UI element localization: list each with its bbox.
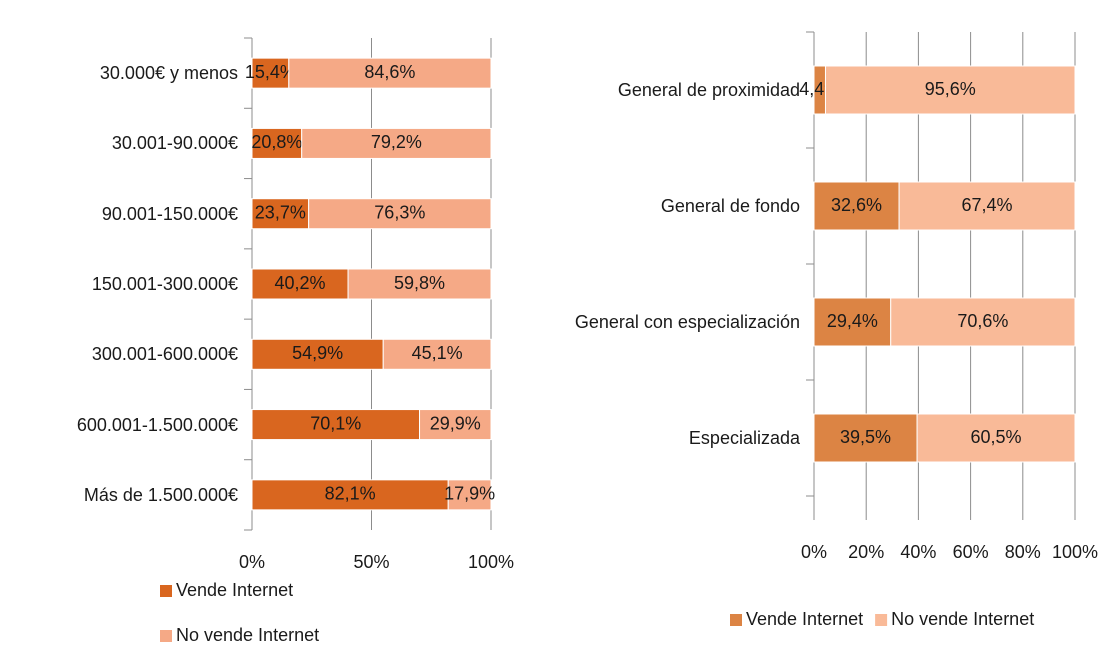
y-tick-label-box: General de proximidad (617, 80, 800, 100)
data-label: 45,1% (412, 343, 463, 363)
x-tick-label: 100% (468, 552, 514, 572)
x-tick-label: 40% (900, 542, 936, 562)
data-label: 39,5% (840, 427, 891, 447)
x-tick-label: 20% (848, 542, 884, 562)
bar-segment (251, 409, 421, 441)
data-label: 95,6% (925, 79, 976, 99)
data-label: 54,9% (292, 343, 343, 363)
y-tick-label: General con especialización (574, 312, 800, 332)
bar-segment (813, 181, 900, 231)
y-tick-label: 300.001-600.000€ (91, 344, 238, 365)
y-tick-label-box: Más de 1.500.000€ (83, 484, 238, 505)
y-tick-label-box: 90.001-150.000€ (101, 203, 238, 224)
y-tick-label-box: 30.000€ y menos (99, 63, 238, 84)
y-tick-label: 30.000€ y menos (99, 63, 238, 84)
data-label: 84,6% (364, 62, 415, 82)
data-label: 67,4% (962, 195, 1013, 215)
bar-segment (251, 479, 449, 511)
y-tick-label: Más de 1.500.000€ (83, 484, 238, 505)
y-tick-label: Especializada (688, 428, 800, 448)
x-tick-label: 0% (239, 552, 265, 572)
y-tick-label: 150.001-300.000€ (91, 274, 238, 294)
data-label: 60,5% (971, 427, 1022, 447)
y-tick-label: General de proximidad (617, 80, 800, 100)
bar-segment (824, 65, 1076, 115)
y-tick-label-box: General con especialización (574, 312, 800, 332)
bar-segment (382, 338, 492, 370)
x-tick-label: 50% (353, 552, 389, 572)
bar-segment (301, 127, 492, 159)
data-label: 20,8% (251, 132, 302, 152)
data-label: 76,3% (374, 202, 425, 222)
bar-segment (347, 268, 492, 300)
bar-segment (813, 413, 918, 463)
bar-segment (251, 338, 384, 370)
x-tick-label: 100% (1052, 542, 1098, 562)
data-label: 17,9% (444, 484, 495, 504)
bar-segment (447, 479, 492, 511)
y-tick-label-box: Especializada (688, 428, 800, 448)
data-label: 70,6% (957, 311, 1008, 331)
y-tick-label: 30.001-90.000€ (111, 133, 238, 154)
y-tick-label-box: General de fondo (660, 196, 800, 216)
bar-segment (916, 413, 1076, 463)
bar-segment (251, 268, 349, 300)
y-tick-label-box: 30.001-90.000€ (111, 133, 238, 154)
data-label: 40,2% (275, 273, 326, 293)
x-tick-label: 0% (801, 542, 827, 562)
data-label: 59,8% (394, 273, 445, 293)
x-tick-label: 60% (953, 542, 989, 562)
legend-label: Vende Internet (176, 580, 293, 600)
y-tick-label: 600.001-1.500.000€ (76, 414, 238, 435)
legend-label: Vende Internet (746, 609, 863, 629)
legend-label: No vende Internet (891, 609, 1034, 629)
data-label: 82,1% (325, 484, 376, 504)
data-label: 29,9% (430, 413, 481, 433)
x-tick-label: 80% (1005, 542, 1041, 562)
data-label: 23,7% (255, 202, 306, 222)
bar-segment (251, 198, 310, 230)
data-label: 15,4% (245, 62, 296, 82)
bar-segment (288, 57, 492, 89)
y-tick-label-box: 150.001-300.000€ (91, 274, 238, 294)
legend-swatch (875, 614, 888, 626)
data-label: 79,2% (371, 132, 422, 152)
y-tick-label-box: 300.001-600.000€ (91, 344, 238, 365)
legend-label: No vende Internet (176, 625, 319, 645)
bar-segment (251, 127, 303, 159)
bar-segment (890, 297, 1076, 347)
bar-segment (898, 181, 1076, 231)
legend-swatch (730, 614, 742, 626)
legend-swatch (160, 585, 172, 597)
bar-segment (308, 198, 492, 230)
data-label: 29,4% (827, 311, 878, 331)
data-label: 32,6% (831, 195, 882, 215)
y-tick-label: General de fondo (660, 196, 800, 216)
data-label: 70,1% (310, 413, 361, 433)
legend-swatch (160, 630, 172, 642)
y-tick-label-box: 600.001-1.500.000€ (76, 414, 238, 435)
bar-segment (251, 57, 290, 89)
bar-segment (419, 409, 492, 441)
y-tick-label: 90.001-150.000€ (101, 203, 238, 224)
